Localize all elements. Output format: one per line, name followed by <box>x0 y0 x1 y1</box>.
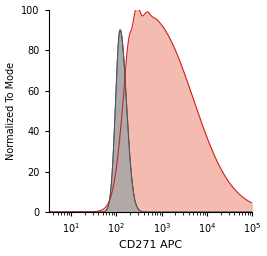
Y-axis label: Normalized To Mode: Normalized To Mode <box>6 62 15 160</box>
X-axis label: CD271 APC: CD271 APC <box>119 240 182 250</box>
